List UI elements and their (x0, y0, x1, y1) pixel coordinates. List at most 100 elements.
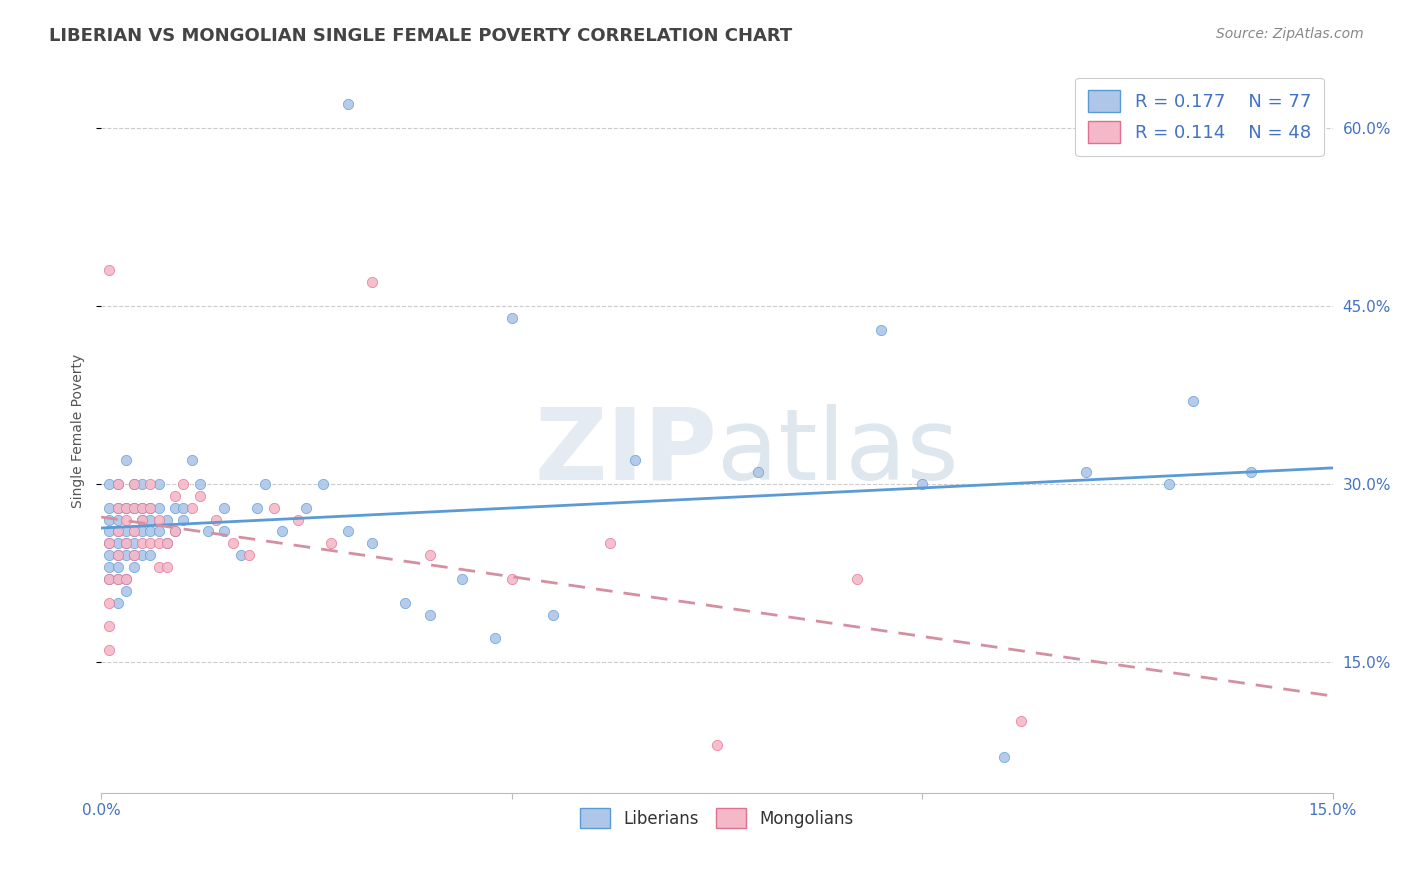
Point (148, 500, 170, 515)
Point (131, 513, 153, 527)
Point (295, 500, 318, 515)
Point (107, 477, 129, 491)
Point (107, 524, 129, 539)
Point (312, 477, 335, 491)
Point (115, 572, 138, 586)
Point (214, 524, 236, 539)
Point (501, 310, 523, 325)
Point (156, 536, 179, 550)
Point (115, 500, 138, 515)
Point (139, 500, 162, 515)
Point (131, 477, 153, 491)
Point (1157, 477, 1180, 491)
Point (131, 500, 153, 515)
Point (107, 500, 129, 515)
Point (148, 560, 170, 574)
Point (180, 453, 202, 467)
Point (419, 607, 441, 622)
Point (246, 500, 269, 515)
Point (107, 548, 129, 562)
Point (131, 536, 153, 550)
Point (122, 548, 145, 562)
Point (336, 524, 359, 539)
Y-axis label: Single Female Poverty: Single Female Poverty (72, 353, 86, 508)
Point (165, 524, 187, 539)
Point (1076, 465, 1098, 479)
Point (122, 500, 145, 515)
Point (419, 548, 441, 562)
Point (107, 513, 129, 527)
Point (139, 513, 162, 527)
Point (172, 500, 194, 515)
Point (131, 513, 153, 527)
Point (115, 583, 138, 598)
Point (148, 513, 170, 527)
Point (911, 477, 934, 491)
Point (451, 572, 474, 586)
Point (98, 500, 121, 515)
Point (221, 536, 243, 550)
Point (180, 500, 202, 515)
Point (139, 536, 162, 550)
Point (98, 477, 121, 491)
Point (115, 500, 138, 515)
Point (122, 524, 145, 539)
Point (165, 489, 187, 503)
Point (501, 572, 523, 586)
Point (993, 750, 1015, 764)
Point (197, 524, 219, 539)
Point (1240, 465, 1263, 479)
Point (270, 524, 292, 539)
Point (115, 453, 138, 467)
Point (107, 524, 129, 539)
Point (115, 536, 138, 550)
Point (205, 513, 228, 527)
Point (107, 536, 129, 550)
Point (98, 513, 121, 527)
Point (115, 513, 138, 527)
Point (98, 536, 121, 550)
Point (336, 97, 359, 112)
Point (122, 500, 145, 515)
Point (148, 477, 170, 491)
Point (98, 524, 121, 539)
Point (165, 500, 187, 515)
Point (122, 524, 145, 539)
Point (98, 619, 121, 633)
Point (122, 548, 145, 562)
Point (115, 524, 138, 539)
Point (98, 596, 121, 610)
Point (107, 560, 129, 574)
Point (238, 548, 260, 562)
Point (148, 536, 170, 550)
Point (131, 524, 153, 539)
Point (599, 536, 621, 550)
Point (188, 477, 211, 491)
Point (229, 548, 252, 562)
Text: Source: ZipAtlas.com: Source: ZipAtlas.com (1216, 27, 1364, 41)
Point (98, 536, 121, 550)
Point (98, 548, 121, 562)
Point (254, 477, 277, 491)
Point (1010, 714, 1032, 729)
Point (98, 572, 121, 586)
Point (287, 513, 309, 527)
Point (747, 465, 769, 479)
Point (107, 500, 129, 515)
Point (122, 536, 145, 550)
Point (131, 548, 153, 562)
Point (361, 275, 384, 289)
Point (115, 572, 138, 586)
Point (98, 572, 121, 586)
Point (131, 500, 153, 515)
Point (1182, 393, 1205, 408)
Point (107, 548, 129, 562)
Point (139, 524, 162, 539)
Point (484, 632, 506, 646)
Point (172, 477, 194, 491)
Point (156, 536, 179, 550)
Point (98, 263, 121, 277)
Point (122, 477, 145, 491)
Point (98, 560, 121, 574)
Point (107, 572, 129, 586)
